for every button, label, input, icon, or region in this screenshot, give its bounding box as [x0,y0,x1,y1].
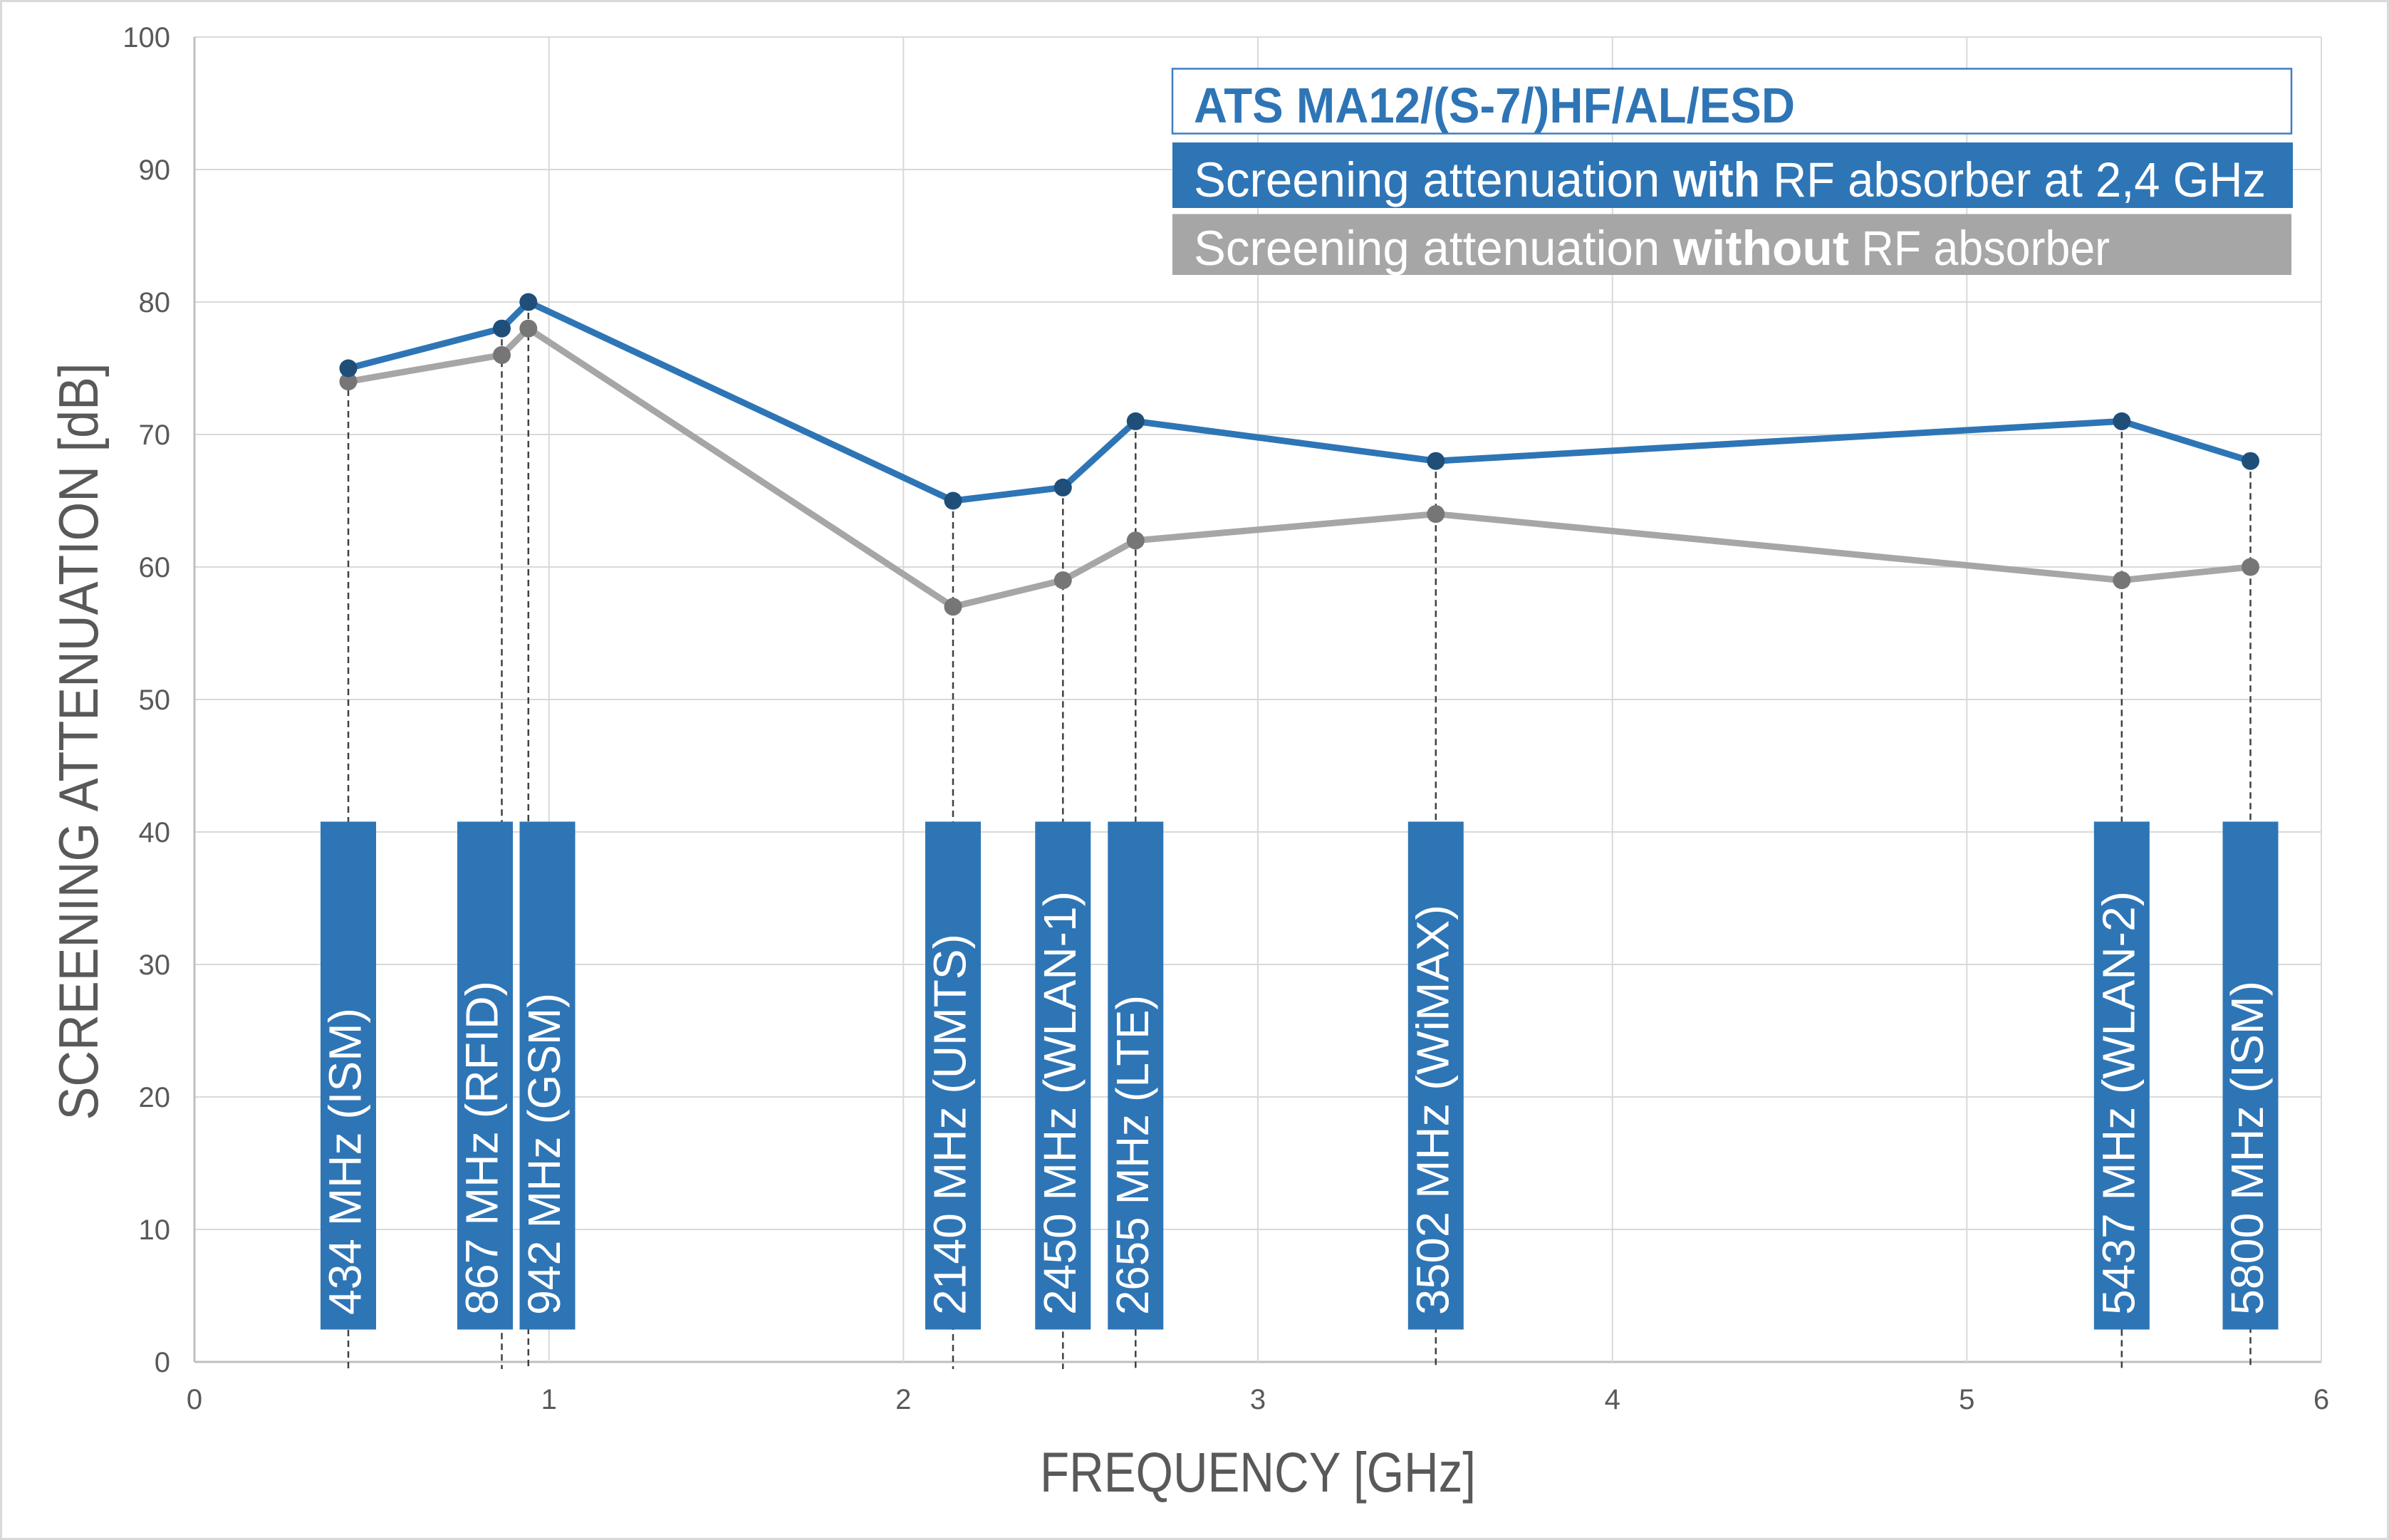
svg-text:90: 90 [139,155,171,186]
svg-text:ATS MA12/(S-7/)HF/AL/ESD: ATS MA12/(S-7/)HF/AL/ESD [1194,78,1795,133]
svg-text:6: 6 [2313,1384,2329,1415]
svg-text:30: 30 [139,950,171,981]
svg-text:434 MHz (ISM): 434 MHz (ISM) [320,1008,371,1315]
svg-text:942 MHz (GSM): 942 MHz (GSM) [519,993,570,1315]
svg-text:SCREENING ATTENUATION [dB]: SCREENING ATTENUATION [dB] [47,363,110,1120]
svg-text:FREQUENCY [GHz]: FREQUENCY [GHz] [1040,1440,1476,1504]
svg-text:2: 2 [895,1384,911,1415]
svg-text:2655 MHz (LTE): 2655 MHz (LTE) [1107,995,1158,1315]
svg-text:3502 MHz (WiMAX): 3502 MHz (WiMAX) [1407,905,1458,1315]
svg-text:0: 0 [155,1347,170,1378]
svg-text:10: 10 [139,1214,171,1246]
svg-text:0: 0 [187,1384,202,1415]
svg-text:2140 MHz (UMTS): 2140 MHz (UMTS) [925,934,976,1315]
svg-text:Screening attenuation without: Screening attenuation without RF absorbe… [1194,221,2110,276]
svg-text:5437 MHz (WLAN-2): 5437 MHz (WLAN-2) [2093,891,2144,1315]
svg-text:5: 5 [1959,1384,1974,1415]
svg-text:70: 70 [139,420,171,451]
svg-text:2450 MHz (WLAN-1): 2450 MHz (WLAN-1) [1034,891,1086,1315]
svg-text:20: 20 [139,1082,171,1113]
svg-text:60: 60 [139,552,171,583]
svg-text:3: 3 [1250,1384,1266,1415]
svg-text:1: 1 [541,1384,557,1415]
svg-text:40: 40 [139,817,171,848]
svg-text:50: 50 [139,685,171,716]
svg-text:80: 80 [139,287,171,318]
svg-text:867 MHz (RFID): 867 MHz (RFID) [457,981,508,1315]
svg-text:5800 MHz (ISM): 5800 MHz (ISM) [2222,981,2273,1315]
svg-text:100: 100 [123,22,170,53]
svg-text:4: 4 [1605,1384,1620,1415]
svg-text:Screening attenuation with RF: Screening attenuation with RF absorber a… [1194,152,2266,207]
